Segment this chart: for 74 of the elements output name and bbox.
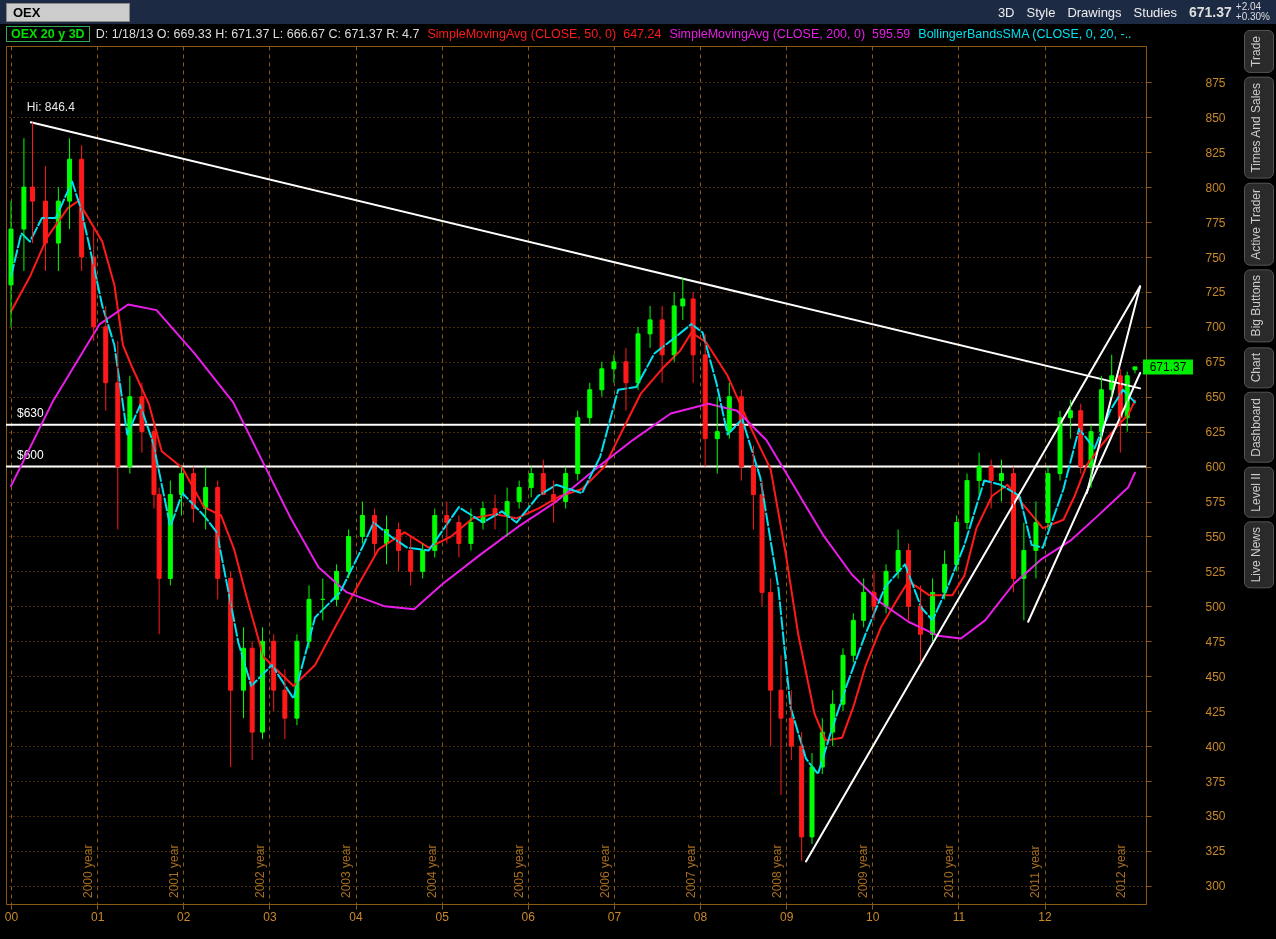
y-tick-label: 500 (1205, 599, 1226, 614)
y-tick-label: 575 (1205, 495, 1226, 510)
x-tick-label: 12 (1038, 909, 1053, 924)
y-tick-label: 325 (1205, 844, 1226, 859)
text: Big Buttons (1244, 269, 1274, 343)
y-tick-label: 850 (1205, 110, 1226, 125)
text: Level II (1244, 466, 1274, 518)
x-tick-label: 05 (435, 909, 450, 924)
text: Live News (1244, 521, 1274, 589)
annotation: 2004 year (425, 844, 440, 898)
text: BollingerBandsSMA (CLOSE, 0, 20, -.. (918, 27, 1132, 41)
annotation: 2005 year (511, 844, 526, 898)
text: Dashboard (1244, 391, 1274, 463)
annotation: 2011 year (1028, 845, 1043, 898)
y-tick-label: 700 (1205, 320, 1226, 335)
text: Drawings (1067, 4, 1122, 20)
text: +0.30% (1235, 11, 1270, 22)
text: Active Trader (1244, 182, 1274, 266)
annotation: Hi: 846.4 (26, 100, 76, 115)
y-tick-label: 800 (1205, 180, 1226, 195)
x-tick-label: 04 (349, 909, 364, 924)
y-tick-label: 350 (1205, 809, 1226, 824)
text: 3D (997, 4, 1015, 20)
annotation: 2009 year (856, 844, 871, 898)
x-tick-label: 02 (177, 909, 191, 924)
annotation: 2003 year (339, 844, 354, 898)
text: 671.37 (1188, 4, 1232, 20)
y-tick-label: 525 (1205, 564, 1226, 579)
y-tick-label: 875 (1205, 75, 1226, 90)
y-tick-label: 825 (1205, 145, 1226, 160)
text: SimpleMovingAvg (CLOSE, 200, 0) 595.59 (669, 27, 911, 41)
y-tick-label: 425 (1205, 704, 1226, 719)
annotation: 2001 year (167, 844, 182, 898)
chart-subtitle: D: 1/18/13 O: 669.33 H: 671.37 L: 666.67 C: 671.37 R: 4.7 (95, 27, 420, 41)
y-tick-label: 550 (1205, 529, 1226, 544)
chart-title: OEX 20 y 3D (6, 26, 90, 42)
annotation: 2007 year (683, 844, 698, 898)
text: Style (1026, 4, 1056, 20)
text: Chart (1244, 346, 1274, 388)
annotation: 2000 year (80, 844, 95, 898)
text: Trade (1244, 30, 1274, 73)
annotation: 2012 year (1114, 844, 1129, 898)
x-tick-label: 07 (607, 909, 622, 924)
text: +2.04 (1235, 1, 1263, 12)
x-tick-label: 03 (263, 909, 277, 924)
annotation: 2002 year (253, 844, 268, 898)
x-tick-label: 09 (779, 909, 794, 924)
x-tick-label: 08 (693, 909, 708, 924)
y-tick-label: 375 (1205, 774, 1226, 789)
x-tick-label: 06 (521, 909, 536, 924)
y-tick-label: 675 (1205, 355, 1226, 370)
annotation: 671.37 (1149, 359, 1187, 374)
x-tick-label: 11 (952, 909, 966, 924)
x-tick-label: 00 (4, 909, 19, 924)
y-tick-label: 625 (1205, 425, 1226, 440)
y-tick-label: 450 (1205, 669, 1226, 684)
x-tick-label: 10 (866, 909, 880, 924)
y-tick-label: 600 (1205, 460, 1226, 475)
annotation: 2008 year (769, 844, 784, 898)
text: SimpleMovingAvg (CLOSE, 50, 0) 647.24 (427, 27, 662, 41)
x-tick-label: 01 (90, 909, 105, 924)
y-tick-label: 750 (1205, 250, 1226, 265)
ref-line-label: $630 (17, 405, 45, 420)
text: OEX (6, 2, 130, 22)
annotation: 2010 year (942, 844, 957, 898)
y-tick-label: 300 (1205, 879, 1226, 894)
annotation: 2006 year (597, 844, 612, 898)
text: Studies (1133, 4, 1177, 20)
y-tick-label: 775 (1205, 215, 1226, 230)
text: Times And Sales (1244, 76, 1274, 179)
y-tick-label: 650 (1205, 390, 1226, 405)
y-tick-label: 725 (1205, 285, 1226, 300)
y-tick-label: 475 (1205, 634, 1226, 649)
y-tick-label: 400 (1205, 739, 1226, 754)
